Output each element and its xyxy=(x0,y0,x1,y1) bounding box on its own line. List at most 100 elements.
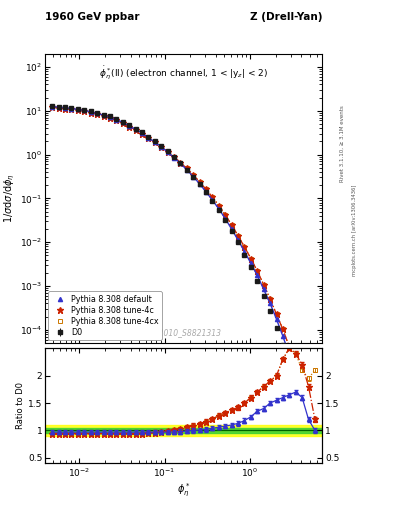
Pythia 8.308 tune-4c xyxy=(300,391,305,397)
Pythia 8.308 default xyxy=(165,149,170,155)
Pythia 8.308 tune-4c xyxy=(114,117,119,123)
Pythia 8.308 tune-4cx xyxy=(248,255,253,262)
Pythia 8.308 default xyxy=(152,139,157,145)
Pythia 8.308 tune-4c xyxy=(63,105,68,112)
Pythia 8.308 default xyxy=(281,333,285,339)
Pythia 8.308 tune-4c xyxy=(108,115,112,121)
Pythia 8.308 tune-4cx xyxy=(197,179,202,185)
Pythia 8.308 tune-4c xyxy=(248,255,253,262)
Text: D0_2010_S8821313: D0_2010_S8821313 xyxy=(145,328,222,337)
Pythia 8.308 tune-4c xyxy=(236,232,241,239)
Text: Rivet 3.1.10, ≥ 3.1M events: Rivet 3.1.10, ≥ 3.1M events xyxy=(340,105,345,182)
Pythia 8.308 tune-4cx xyxy=(191,172,196,178)
Pythia 8.308 tune-4c xyxy=(274,311,279,317)
Pythia 8.308 default xyxy=(306,427,311,433)
Pythia 8.308 tune-4cx xyxy=(287,344,292,350)
Pythia 8.308 tune-4cx xyxy=(101,113,106,119)
Pythia 8.308 tune-4c xyxy=(255,268,260,274)
Pythia 8.308 tune-4c xyxy=(268,296,272,302)
Pythia 8.308 tune-4cx xyxy=(127,123,132,130)
Pythia 8.308 default xyxy=(75,106,80,113)
Text: mcplots.cern.ch [arXiv:1306.3436]: mcplots.cern.ch [arXiv:1306.3436] xyxy=(352,185,357,276)
Pythia 8.308 tune-4c xyxy=(69,106,74,113)
Pythia 8.308 default xyxy=(114,116,119,122)
Pythia 8.308 tune-4c xyxy=(133,127,138,133)
Pythia 8.308 default xyxy=(133,126,138,132)
Pythia 8.308 tune-4c xyxy=(230,222,234,228)
Pythia 8.308 tune-4cx xyxy=(133,127,138,133)
Text: $\dot{\phi}^*_\eta$(ll) (electron channel, 1 < |y$_z$| < 2): $\dot{\phi}^*_\eta$(ll) (electron channe… xyxy=(99,66,268,82)
Legend: Pythia 8.308 default, Pythia 8.308 tune-4c, Pythia 8.308 tune-4cx, D0: Pythia 8.308 default, Pythia 8.308 tune-… xyxy=(48,291,162,340)
Pythia 8.308 tune-4cx xyxy=(56,105,61,111)
Line: Pythia 8.308 tune-4c: Pythia 8.308 tune-4c xyxy=(49,104,318,462)
Pythia 8.308 tune-4cx xyxy=(210,194,215,200)
Pythia 8.308 tune-4c xyxy=(159,144,163,150)
Pythia 8.308 tune-4c xyxy=(127,123,132,130)
Pythia 8.308 default xyxy=(56,104,61,110)
Pythia 8.308 default xyxy=(108,114,112,120)
Pythia 8.308 default xyxy=(63,104,68,111)
Pythia 8.308 tune-4c xyxy=(95,111,99,117)
Pythia 8.308 default xyxy=(312,459,317,465)
Pythia 8.308 tune-4cx xyxy=(146,135,151,141)
Pythia 8.308 tune-4cx xyxy=(274,311,279,317)
Text: 1960 GeV ppbar: 1960 GeV ppbar xyxy=(45,11,140,22)
Pythia 8.308 tune-4cx xyxy=(172,154,176,160)
Text: Z (Drell-Yan): Z (Drell-Yan) xyxy=(250,11,322,22)
Pythia 8.308 tune-4cx xyxy=(184,165,189,172)
Pythia 8.308 default xyxy=(50,103,55,110)
Pythia 8.308 tune-4cx xyxy=(281,326,285,332)
Pythia 8.308 tune-4cx xyxy=(268,296,272,302)
Pythia 8.308 tune-4c xyxy=(223,212,228,218)
Pythia 8.308 tune-4c xyxy=(293,366,298,372)
Pythia 8.308 tune-4c xyxy=(165,148,170,155)
Line: Pythia 8.308 default: Pythia 8.308 default xyxy=(50,104,317,464)
Pythia 8.308 tune-4c xyxy=(172,154,176,160)
Pythia 8.308 tune-4cx xyxy=(82,108,86,114)
Pythia 8.308 tune-4c xyxy=(82,108,86,114)
Pythia 8.308 tune-4cx xyxy=(63,105,68,112)
Pythia 8.308 tune-4c xyxy=(101,113,106,119)
Pythia 8.308 tune-4c xyxy=(120,120,125,126)
Line: Pythia 8.308 tune-4cx: Pythia 8.308 tune-4cx xyxy=(50,105,317,450)
Pythia 8.308 tune-4cx xyxy=(255,268,260,274)
Pythia 8.308 default xyxy=(293,372,298,378)
Pythia 8.308 tune-4c xyxy=(281,326,285,332)
Pythia 8.308 default xyxy=(274,316,279,322)
Pythia 8.308 tune-4cx xyxy=(165,148,170,155)
Pythia 8.308 default xyxy=(255,272,260,279)
Pythia 8.308 tune-4c xyxy=(204,186,208,193)
Pythia 8.308 tune-4cx xyxy=(223,212,228,218)
Pythia 8.308 default xyxy=(223,216,228,222)
Pythia 8.308 tune-4c xyxy=(146,135,151,141)
Pythia 8.308 default xyxy=(287,352,292,358)
Pythia 8.308 tune-4cx xyxy=(300,391,305,397)
Pythia 8.308 default xyxy=(120,119,125,125)
Pythia 8.308 tune-4cx xyxy=(236,232,241,239)
Pythia 8.308 tune-4c xyxy=(217,203,221,209)
Pythia 8.308 tune-4c xyxy=(178,159,183,165)
Pythia 8.308 tune-4c xyxy=(184,165,189,172)
Y-axis label: 1/$\sigma$d$\sigma$/d$\phi_\eta$: 1/$\sigma$d$\sigma$/d$\phi_\eta$ xyxy=(3,174,17,223)
Pythia 8.308 tune-4cx xyxy=(230,222,234,228)
Pythia 8.308 tune-4c xyxy=(261,282,266,288)
Pythia 8.308 tune-4c xyxy=(140,131,144,137)
Pythia 8.308 tune-4cx xyxy=(306,418,311,424)
Pythia 8.308 tune-4cx xyxy=(159,144,163,150)
Pythia 8.308 tune-4cx xyxy=(178,159,183,165)
Pythia 8.308 tune-4cx xyxy=(204,186,208,193)
Pythia 8.308 tune-4c xyxy=(152,139,157,145)
Pythia 8.308 tune-4c xyxy=(306,419,311,425)
Pythia 8.308 default xyxy=(95,110,99,116)
Pythia 8.308 tune-4c xyxy=(197,179,202,185)
Pythia 8.308 default xyxy=(178,160,183,166)
Pythia 8.308 default xyxy=(300,396,305,402)
Pythia 8.308 tune-4cx xyxy=(88,110,93,116)
Pythia 8.308 tune-4cx xyxy=(293,366,298,372)
Pythia 8.308 default xyxy=(101,112,106,118)
Pythia 8.308 tune-4cx xyxy=(75,107,80,113)
Pythia 8.308 tune-4cx xyxy=(242,244,247,250)
Pythia 8.308 tune-4c xyxy=(50,104,55,111)
Pythia 8.308 default xyxy=(242,248,247,254)
Pythia 8.308 tune-4cx xyxy=(108,115,112,121)
